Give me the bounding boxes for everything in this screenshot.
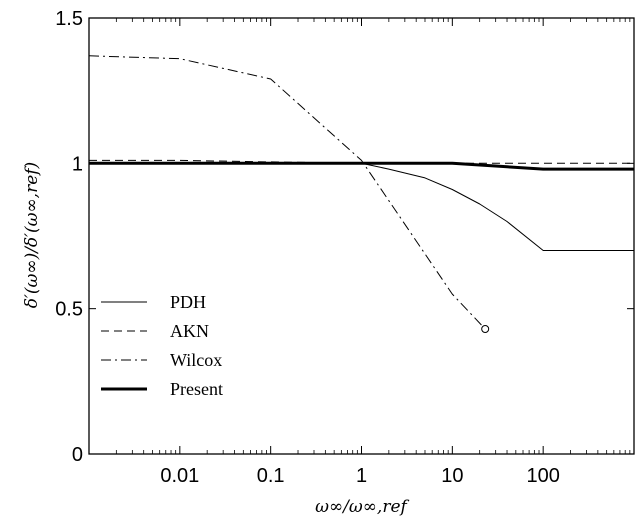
legend: PDH AKN Wilcox Present: [101, 292, 223, 399]
series-line-wilcox: [88, 55, 486, 330]
legend-label-present: Present: [170, 379, 223, 399]
legend-label-akn: AKN: [170, 321, 209, 341]
axes: 0 0.5 1 1.5 0.01 0.1 1 10 100: [55, 8, 634, 487]
series-line-pdh: [89, 162, 634, 251]
series-end-marker-wilcox: [481, 325, 490, 334]
y-axis-label: δ′(ω∞)/δ′(ω∞,ref): [22, 162, 42, 308]
series-line-present: [89, 161, 634, 171]
legend-label-wilcox: Wilcox: [170, 350, 222, 370]
x-tick-label-4: 100: [526, 465, 559, 487]
y-tick-label-0: 0: [72, 444, 83, 466]
x-tick-label-0: 0.01: [160, 465, 199, 487]
x-tick-label-1: 0.1: [257, 465, 285, 487]
y-tick-label-1: 0.5: [55, 299, 83, 321]
x-tick-label-3: 10: [441, 465, 463, 487]
y-tick-label-3: 1.5: [55, 8, 83, 30]
series-layer: [88, 55, 634, 334]
x-axis-label: ω∞/ω∞,ref: [315, 497, 409, 517]
y-tick-label-2: 1: [72, 153, 83, 175]
x-tick-label-2: 1: [356, 465, 367, 487]
legend-label-pdh: PDH: [170, 292, 206, 312]
